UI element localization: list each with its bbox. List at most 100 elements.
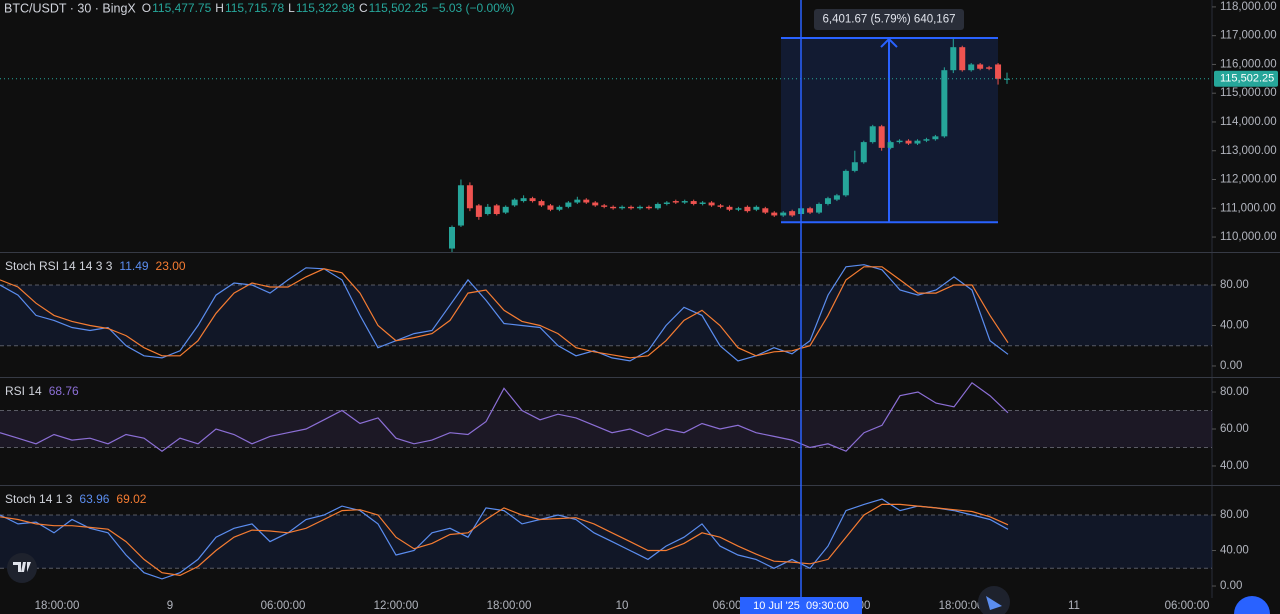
x-tick-label: 06:00:00 [261, 600, 306, 612]
candle-body [520, 198, 527, 202]
candle-body [968, 64, 975, 71]
y-tick-label: 111,000.00 [1220, 202, 1276, 214]
indicator-value: 11.49 [119, 259, 148, 273]
x-tick-label: 18:00:00 [487, 600, 532, 612]
indicator-line [0, 266, 1009, 359]
candle-body [923, 139, 930, 141]
candle-body [744, 206, 751, 212]
y-tick-label: 110,000.00 [1220, 231, 1277, 243]
candle-body [636, 206, 643, 209]
y-tick-label: 112,000.00 [1220, 174, 1277, 186]
candle-body [932, 136, 939, 140]
ohlc-value: 115,477.75 [152, 1, 211, 15]
last-price-bg [1214, 70, 1278, 87]
candle-body [672, 201, 679, 203]
candle-body [735, 208, 742, 210]
candle-body [896, 140, 903, 143]
candle-body [645, 206, 652, 209]
candle-body [610, 206, 617, 209]
last-price-label: 115,502.25 [1220, 73, 1274, 85]
candle-body [753, 206, 760, 210]
candle-body [493, 205, 500, 215]
candle-body [619, 206, 626, 209]
candle-body [574, 199, 581, 203]
candle-body [511, 199, 518, 206]
candle-body [708, 202, 715, 206]
y-tick-label: 80.00 [1220, 509, 1249, 521]
change: −5.03 (−0.00%) [432, 1, 515, 15]
ohlc-key: L [288, 1, 295, 15]
candle-body [878, 126, 885, 148]
candle-body [457, 185, 464, 226]
x-tick-label: 18:00:00 [35, 600, 80, 612]
candle-body [654, 203, 661, 209]
x-tick-label: 06:00:00 [1165, 600, 1210, 612]
measure-label: 6,401.67 (5.79%) 640,167 [823, 14, 956, 26]
ohlc-value: 115,322.98 [296, 1, 355, 15]
candle-body [905, 140, 912, 144]
indicator-value: 63.96 [79, 492, 109, 506]
candle-body [475, 205, 482, 217]
indicator-title: RSI 14 [5, 384, 42, 398]
measure-arrow-head [880, 37, 898, 48]
candle-body [986, 67, 993, 69]
candle-body [771, 212, 778, 216]
candle-body [950, 47, 957, 71]
candle-body [833, 195, 840, 200]
candle-body [583, 199, 590, 203]
candle-body [869, 126, 876, 143]
indicator-title: Stoch 14 1 3 [5, 492, 73, 506]
candle-body [995, 64, 1002, 79]
y-tick-label: 60.00 [1220, 423, 1249, 435]
y-tick-label: 80.00 [1220, 279, 1249, 291]
ohlc-value: 115,502.25 [369, 1, 428, 15]
candle-body [628, 206, 635, 209]
candle-body [538, 201, 545, 206]
indicator-value: 23.00 [156, 259, 186, 273]
candle-body [601, 205, 608, 207]
band-fill [0, 410, 1212, 448]
band-fill [0, 515, 1212, 569]
candle-body [726, 206, 733, 210]
candle-body [807, 208, 814, 213]
crosshair-label-bg [740, 597, 862, 614]
y-tick-label: 40.00 [1220, 320, 1249, 332]
logo [13, 562, 31, 572]
candle-body [887, 142, 894, 148]
candle-body [780, 212, 787, 216]
y-tick-label: 116,000.00 [1220, 58, 1277, 70]
candle-body [1004, 78, 1010, 80]
candle-body [816, 203, 823, 213]
y-tick-label: 40.00 [1220, 460, 1249, 472]
indicator-line [0, 381, 1009, 452]
indicator-line [0, 503, 1009, 577]
indicator-value: 68.76 [49, 384, 79, 398]
crosshair-label: 10 Jul '25 09:30:00 [753, 600, 849, 612]
ohlc-key: C [359, 1, 368, 15]
candle-body [663, 202, 670, 204]
candle-body [565, 202, 572, 207]
band-fill [0, 284, 1212, 346]
widget-glyph [986, 596, 1002, 610]
y-tick-label: 113,000.00 [1220, 145, 1277, 157]
ohlc-key: H [215, 1, 224, 15]
candle-body [762, 208, 769, 213]
symbol-title: BTC/USDT · 30 · BingX [4, 1, 136, 15]
candle-body [502, 206, 509, 213]
x-tick-label: 10 [616, 600, 629, 612]
candle-body [592, 202, 599, 206]
candle-body [547, 205, 554, 210]
candle-body [851, 162, 858, 171]
widget-icon [978, 586, 1010, 614]
candle-body [529, 198, 536, 202]
ohlc-value: 115,715.78 [225, 1, 284, 15]
indicator-value: 69.02 [116, 492, 146, 506]
x-tick-label: 11 [1068, 600, 1080, 612]
candle-body [941, 70, 948, 137]
candle-body [556, 206, 563, 210]
y-tick-label: 118,000.00 [1220, 1, 1277, 13]
y-tick-label: 115,000.00 [1220, 87, 1277, 99]
ohlc-key: O [142, 1, 151, 15]
